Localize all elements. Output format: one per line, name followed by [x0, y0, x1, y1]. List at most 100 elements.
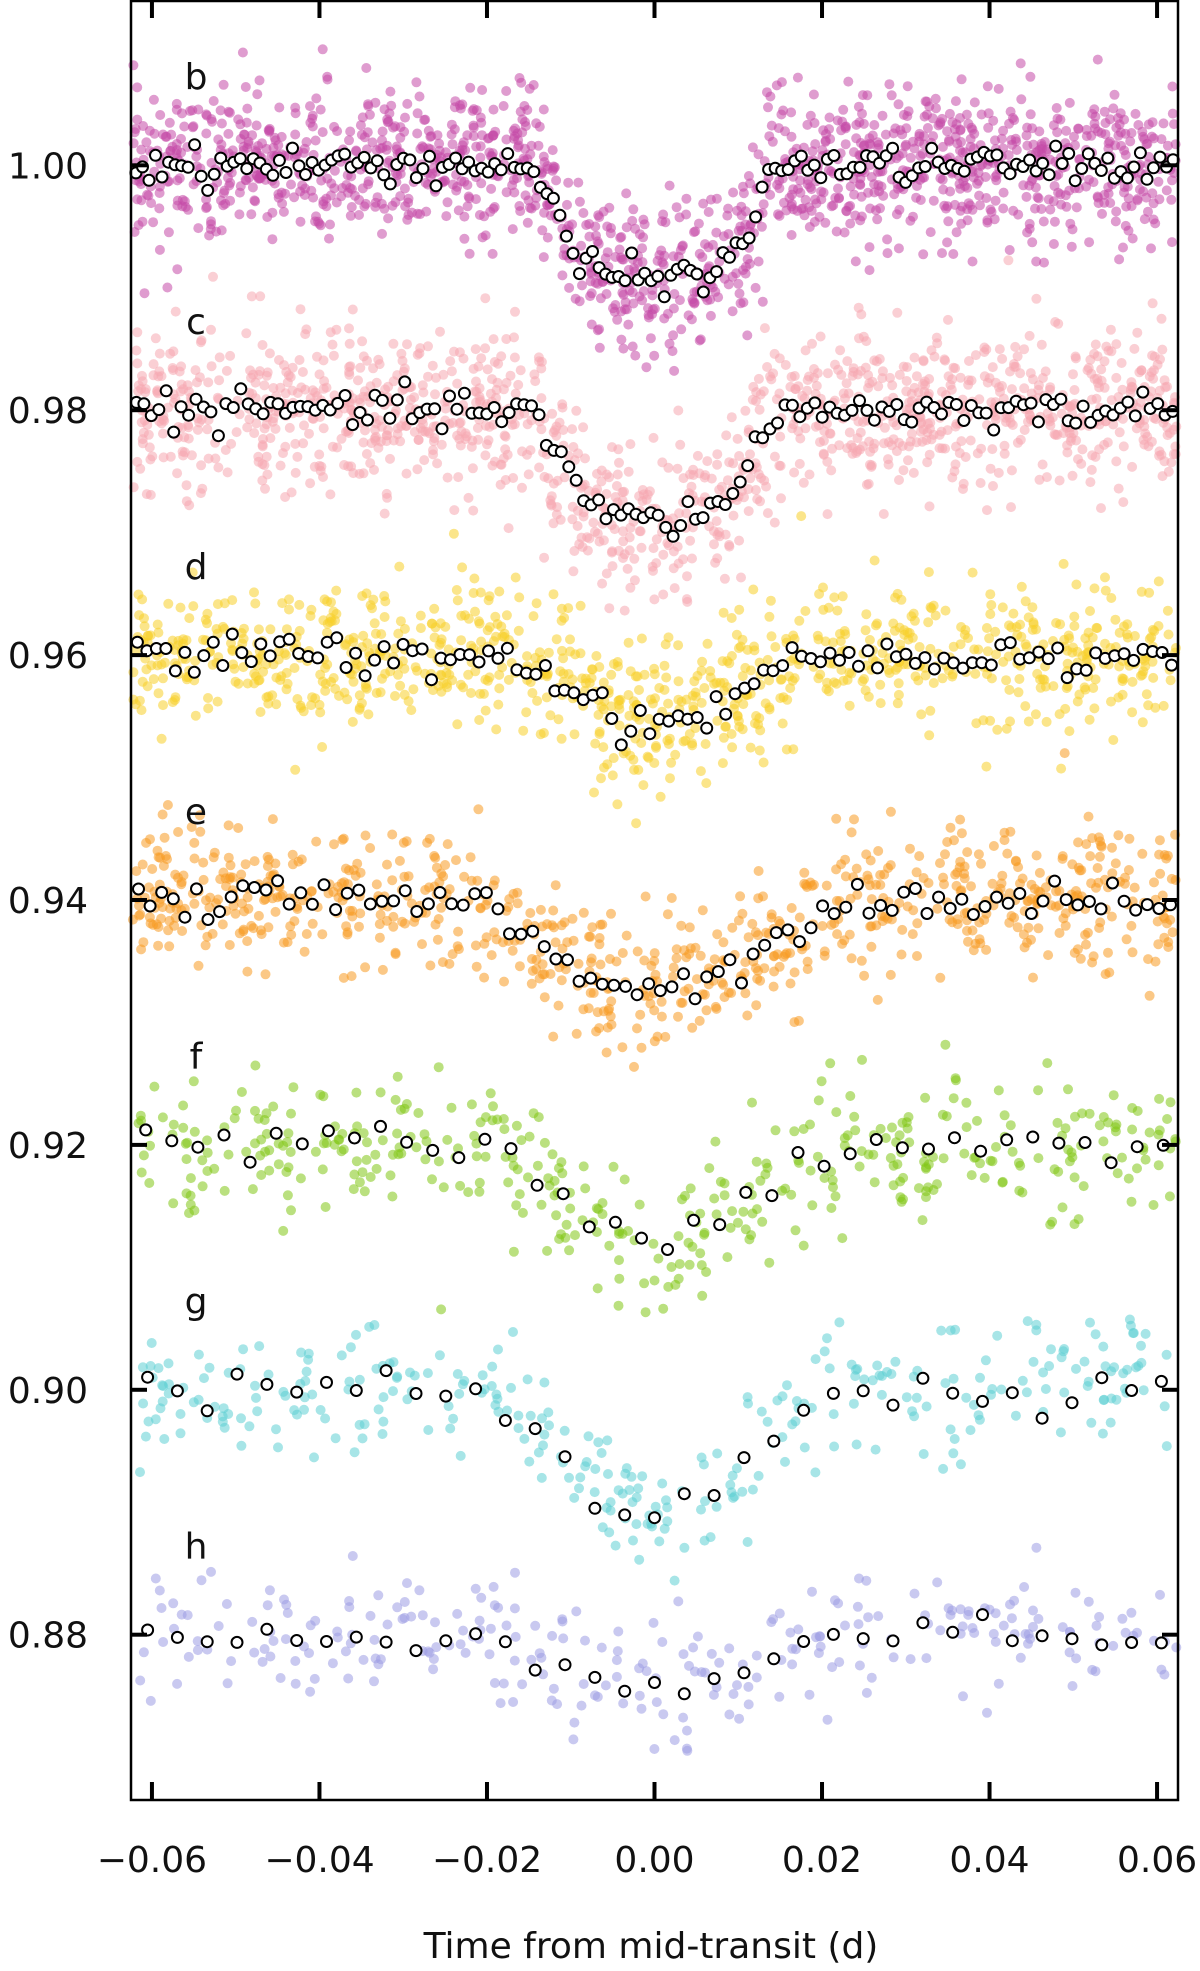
- data-point: [1099, 356, 1110, 367]
- data-point: [743, 932, 754, 943]
- data-point: [648, 1238, 659, 1249]
- data-point: [1057, 853, 1068, 864]
- data-point: [962, 847, 973, 858]
- data-point: [539, 552, 550, 563]
- data-point: [812, 1151, 823, 1162]
- data-point: [498, 1114, 509, 1124]
- data-point: [1070, 353, 1081, 364]
- data-point: [894, 622, 905, 633]
- data-point: [992, 724, 1003, 735]
- data-point: [1039, 674, 1050, 685]
- data-point: [516, 77, 527, 88]
- data-point: [885, 372, 895, 383]
- data-point: [564, 1245, 575, 1256]
- data-point: [396, 348, 407, 359]
- data-point: [556, 603, 567, 614]
- data-point: [543, 647, 554, 658]
- data-point: [1169, 119, 1179, 130]
- data-point: [614, 699, 624, 710]
- data-point: [393, 1149, 404, 1160]
- data-point: [853, 416, 864, 427]
- data-point: [1084, 1108, 1095, 1119]
- data-point: [692, 450, 703, 461]
- data-point: [580, 453, 590, 464]
- data-point: [466, 1099, 477, 1110]
- data-point: [132, 82, 143, 93]
- data-point: [1090, 339, 1101, 350]
- data-point: [669, 365, 680, 376]
- data-point: [501, 377, 512, 388]
- data-point: [1012, 629, 1023, 640]
- data-point: [1118, 497, 1129, 508]
- data-point: [894, 369, 905, 380]
- data-point: [387, 875, 398, 886]
- data-point: [139, 288, 150, 299]
- data-point: [1063, 1144, 1074, 1155]
- data-point: [598, 535, 609, 546]
- data-point: [359, 1186, 370, 1197]
- data-point: [311, 836, 322, 847]
- data-point: [849, 189, 860, 200]
- data-point: [218, 79, 229, 90]
- data-point: [939, 200, 950, 211]
- data-point: [162, 282, 173, 293]
- data-point: [295, 304, 306, 315]
- data-point: [765, 595, 776, 606]
- data-point: [1144, 990, 1155, 1001]
- data-point: [304, 428, 314, 439]
- data-point: [1165, 675, 1176, 686]
- data-point: [1063, 1084, 1073, 1095]
- data-point: [145, 630, 156, 641]
- data-point: [1066, 432, 1077, 443]
- data-point: [187, 567, 198, 578]
- data-point: [976, 443, 987, 454]
- data-point: [404, 403, 415, 413]
- data-point: [832, 605, 843, 616]
- data-point: [489, 357, 500, 367]
- data-point: [298, 706, 309, 717]
- data-point: [705, 310, 716, 321]
- data-point: [387, 200, 398, 211]
- data-point: [1095, 917, 1106, 928]
- data-point: [499, 976, 509, 987]
- data-point: [647, 290, 658, 301]
- data-point: [452, 378, 463, 389]
- data-point: [471, 376, 481, 387]
- data-point: [225, 195, 236, 206]
- data-point: [750, 963, 761, 974]
- data-point: [998, 393, 1009, 404]
- data-point: [357, 112, 368, 123]
- data-point: [565, 634, 575, 645]
- data-point: [417, 380, 428, 391]
- data-point: [675, 439, 686, 450]
- data-point: [704, 1163, 715, 1174]
- data-point: [614, 244, 625, 255]
- data-point: [155, 110, 166, 120]
- data-point: [727, 742, 738, 753]
- data-point: [651, 558, 662, 569]
- data-point: [405, 394, 416, 405]
- data-point: [415, 610, 426, 621]
- data-point: [981, 623, 992, 633]
- data-point: [774, 210, 785, 221]
- data-point: [808, 89, 819, 100]
- data-point: [1031, 624, 1041, 635]
- data-point: [925, 417, 936, 428]
- data-point: [751, 1156, 762, 1167]
- data-point: [982, 646, 993, 657]
- data-point: [249, 428, 260, 439]
- data-point: [363, 709, 374, 720]
- data-point: [528, 611, 539, 622]
- data-point: [979, 1172, 990, 1183]
- data-point: [762, 362, 773, 372]
- data-point: [818, 604, 829, 615]
- data-point: [807, 146, 818, 157]
- data-point: [156, 733, 167, 744]
- data-point: [365, 1172, 376, 1182]
- data-point: [924, 501, 935, 512]
- data-point: [691, 974, 702, 985]
- data-point: [924, 449, 935, 460]
- data-point: [911, 371, 922, 382]
- data-point: [453, 1143, 463, 1154]
- data-point: [158, 129, 168, 140]
